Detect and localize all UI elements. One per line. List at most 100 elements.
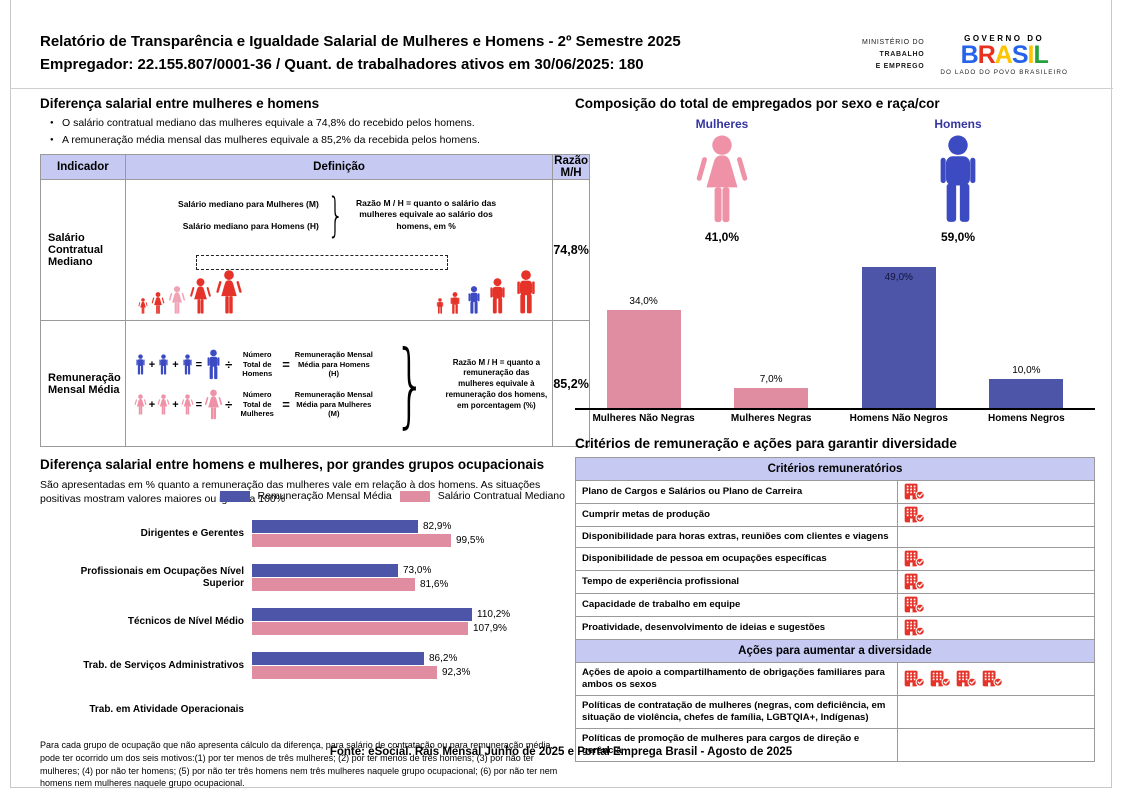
occ-group-label: Trab. em Atividade Operacionais	[89, 703, 244, 715]
legend-label-mean: Remuneração Mensal Média	[257, 490, 392, 502]
legend-swatch-pink	[399, 490, 430, 502]
occupational-title: Diferença salarial entre homens e mulher…	[40, 457, 545, 472]
row-remuneracao-media: Remuneração Mensal Média + + =	[40, 320, 590, 447]
occ-bars	[252, 696, 565, 723]
occ-group-row: Dirigentes e Gerentes 82,9% 99,5%	[40, 520, 565, 548]
criteria-row: Políticas de promoção de mulheres para c…	[575, 727, 1096, 762]
criteria-row: Ações de apoio a compartilhamento de obr…	[575, 661, 1096, 696]
men-formula-row: + + = ÷ Número Total de Homens = Remuner…	[134, 349, 376, 380]
indicator-name: Salário Contratual Mediano	[40, 179, 126, 321]
composition-column: 7,0%	[712, 374, 830, 408]
women-divisor-label: Número Total de Mulheres	[240, 390, 274, 419]
median-def-women: Salário mediano para Mulheres (M)	[178, 199, 319, 209]
median-ratio-value: 74,8%	[552, 179, 590, 321]
equals-operator: =	[195, 398, 203, 411]
occ-group-row: Profissionais em Ocupações Nível Superio…	[40, 564, 565, 592]
col-definicao: Definição	[124, 154, 554, 180]
equals-operator: =	[195, 358, 203, 371]
composition-categories: Mulheres Não Negras Mulheres Negras Homens…	[575, 413, 1095, 424]
gov-slogan: DO LADO DO POVO BRASILEIRO	[940, 69, 1068, 76]
bar-value-label: 49,0%	[884, 272, 913, 283]
composition-bar	[861, 267, 936, 408]
company-check-icon	[930, 670, 951, 687]
chart-legend: Remuneração Mensal Média Salário Contrat…	[219, 490, 565, 502]
criteria-row: Tempo de experiência profissional	[575, 569, 1096, 594]
occupational-footnote: Para cada grupo de ocupação que não apre…	[40, 740, 558, 789]
male-person-icon-large	[204, 349, 223, 380]
criteria-row: Disponibilidade para horas extras, reuni…	[575, 526, 1096, 548]
company-check-icon	[904, 506, 925, 523]
occ-group-label: Trab. de Serviços Administrativos	[83, 659, 244, 671]
mean-ratio-value: 85,2%	[552, 320, 590, 447]
female-person-icon-large	[204, 389, 223, 420]
male-person-icon	[512, 270, 540, 314]
occ-bars: 82,9% 99,5%	[252, 520, 565, 548]
occ-bar-blue	[252, 564, 398, 578]
criteria-label: Proatividade, desenvolvimento de ideias …	[575, 615, 898, 640]
composition-column: 34,0%	[585, 296, 703, 408]
male-person-icon	[465, 286, 483, 314]
occ-group-label: Profissionais em Ocupações Nível Superio…	[80, 565, 244, 589]
median-definition-cell: Salário mediano para Mulheres (M) Salári…	[124, 179, 554, 321]
composition-bar	[734, 388, 809, 408]
plus-operator: +	[148, 398, 156, 411]
men-divisor-label: Número Total de Homens	[242, 350, 273, 379]
occ-bar-pink	[252, 534, 451, 548]
men-result-label: Remuneração Mensal Média para Homens (H)	[294, 350, 373, 379]
female-person-icon	[151, 292, 165, 314]
women-size-group	[138, 270, 243, 314]
logos: MINISTÉRIO DO TRABALHO E EMPREGO GOVERNO…	[862, 34, 1068, 76]
occ-bars: 86,2% 92,3%	[252, 652, 565, 680]
female-person-icon	[168, 286, 186, 314]
company-check-icon	[904, 596, 925, 613]
occ-bar-line: 81,6%	[252, 578, 565, 592]
ministry-line3: E EMPREGO	[875, 62, 925, 70]
occ-bar-line	[252, 710, 565, 723]
female-person-icon	[138, 298, 148, 314]
company-check-icon	[982, 670, 1003, 687]
criteria-check-cell	[896, 480, 1096, 504]
brand-letter: I	[1027, 41, 1035, 69]
criteria-title: Critérios de remuneração e ações para ga…	[575, 436, 957, 451]
criteria-label: Políticas de contratação de mulheres (ne…	[575, 694, 898, 729]
equals-operator: =	[282, 357, 290, 372]
company-check-icon	[904, 550, 925, 567]
criteria-group-header: Ações para aumentar a diversidade	[575, 638, 1095, 663]
criteria-label: Disponibilidade de pessoa em ocupações e…	[575, 546, 898, 571]
criteria-check-cell	[896, 727, 1096, 762]
gov-top-text: GOVERNO DO	[964, 34, 1045, 43]
criteria-check-cell	[896, 526, 1096, 548]
occ-bar-value: 82,9%	[423, 521, 452, 533]
male-person-icon	[486, 278, 509, 314]
equals-operator: =	[282, 397, 290, 412]
brand-letter: B	[960, 41, 979, 69]
indicator-table-header-row: Indicador Definição Razão M/H	[40, 154, 590, 180]
criteria-group-header-row: Critérios remuneratórios	[575, 457, 1095, 481]
female-percent: 41,0%	[704, 230, 740, 244]
criteria-label: Políticas de promoção de mulheres para c…	[575, 727, 898, 762]
criteria-label: Plano de Cargos e Salários ou Plano de C…	[575, 480, 898, 504]
criteria-check-cell	[896, 569, 1096, 594]
plus-operator: +	[148, 358, 156, 371]
occ-bar-blue	[252, 608, 472, 622]
median-dashed-band	[195, 255, 449, 270]
occ-bar-value: 81,6%	[420, 579, 449, 591]
row-salario-mediano: Salário Contratual Mediano Salário media…	[40, 179, 590, 321]
composition-title: Composição do total de empregados por se…	[575, 96, 940, 111]
mean-definition-cell: + + = ÷ Número Total de Homens = Remuner…	[124, 320, 554, 447]
women-formula-row: + + = ÷ Número Total de Mulheres = Remun…	[134, 389, 376, 420]
occ-bar-pink	[252, 578, 415, 592]
company-check-icon	[956, 670, 977, 687]
criteria-label: Capacidade de trabalho em equipe	[575, 592, 898, 617]
criteria-row: Capacidade de trabalho em equipe	[575, 592, 1096, 617]
criteria-label: Tempo de experiência profissional	[575, 569, 898, 594]
left-column: Diferença salarial entre mulheres e home…	[40, 96, 590, 790]
male-person-icon	[435, 298, 445, 314]
divide-operator: ÷	[225, 397, 233, 412]
criteria-label: Ações de apoio a compartilhamento de obr…	[575, 661, 898, 696]
company-check-icon	[904, 619, 925, 636]
criteria-check-cell	[896, 661, 1096, 696]
indicator-name: Remuneração Mensal Média	[40, 320, 126, 447]
col-indicador: Indicador	[40, 154, 126, 180]
